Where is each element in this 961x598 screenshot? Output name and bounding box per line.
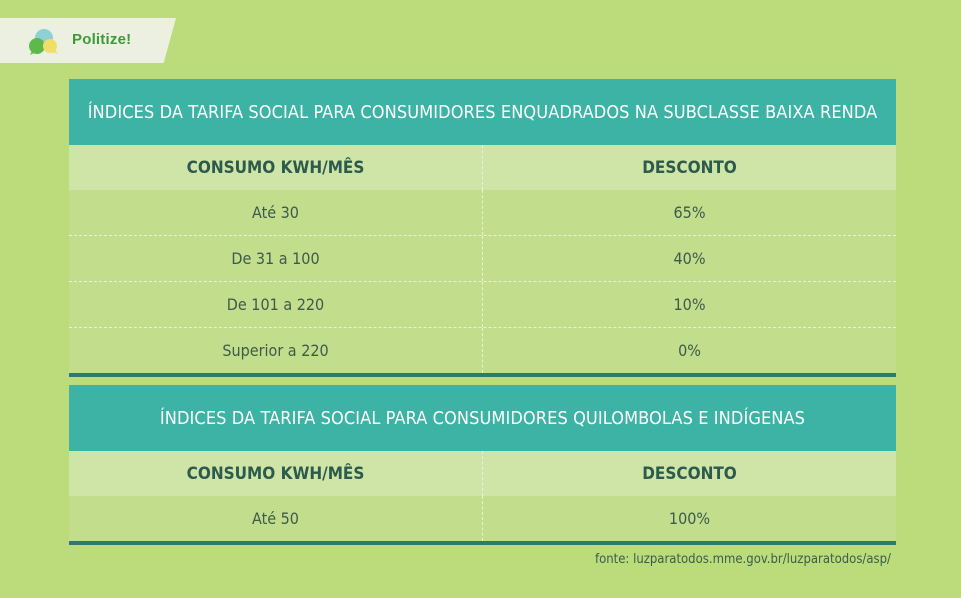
table-header-row: CONSUMO KWH/MÊS DESCONTO	[69, 145, 896, 190]
desconto-cell: 100%	[482, 496, 896, 541]
table-row: Até 50 100%	[69, 496, 896, 541]
consumo-cell: Até 50	[252, 509, 299, 528]
column-header-desconto: DESCONTO	[482, 451, 896, 496]
table-row: Superior a 220 0%	[69, 327, 896, 373]
table-quilombolas-indigenas: ÍNDICES DA TARIFA SOCIAL PARA CONSUMIDOR…	[69, 385, 896, 545]
table-row: De 31 a 100 40%	[69, 235, 896, 281]
table-header-row: CONSUMO KWH/MÊS DESCONTO	[69, 451, 896, 496]
consumo-cell: De 31 a 100	[231, 249, 320, 268]
table-row: Até 30 65%	[69, 190, 896, 235]
brand-tab[interactable]: Politize!	[0, 18, 176, 63]
table-baixa-renda: ÍNDICES DA TARIFA SOCIAL PARA CONSUMIDOR…	[69, 79, 896, 377]
column-header-consumo: CONSUMO KWH/MÊS	[186, 157, 365, 178]
table-title: ÍNDICES DA TARIFA SOCIAL PARA CONSUMIDOR…	[69, 385, 896, 451]
consumo-cell: Superior a 220	[222, 341, 329, 360]
desconto-cell: 65%	[482, 190, 896, 235]
table-row: De 101 a 220 10%	[69, 281, 896, 327]
table-bottom-rule	[69, 373, 896, 377]
desconto-cell: 10%	[482, 282, 896, 327]
consumo-cell: De 101 a 220	[226, 295, 325, 314]
speech-bubbles-icon	[29, 29, 58, 55]
column-header-desconto: DESCONTO	[482, 145, 896, 190]
table-title: ÍNDICES DA TARIFA SOCIAL PARA CONSUMIDOR…	[69, 79, 896, 145]
consumo-cell: Até 30	[252, 203, 299, 222]
column-header-consumo: CONSUMO KWH/MÊS	[186, 463, 365, 484]
brand-name: Politize!	[72, 31, 132, 48]
desconto-cell: 0%	[482, 328, 896, 373]
table-bottom-rule	[69, 541, 896, 545]
source-citation: fonte: luzparatodos.mme.gov.br/luzparato…	[594, 552, 891, 567]
desconto-cell: 40%	[482, 236, 896, 281]
